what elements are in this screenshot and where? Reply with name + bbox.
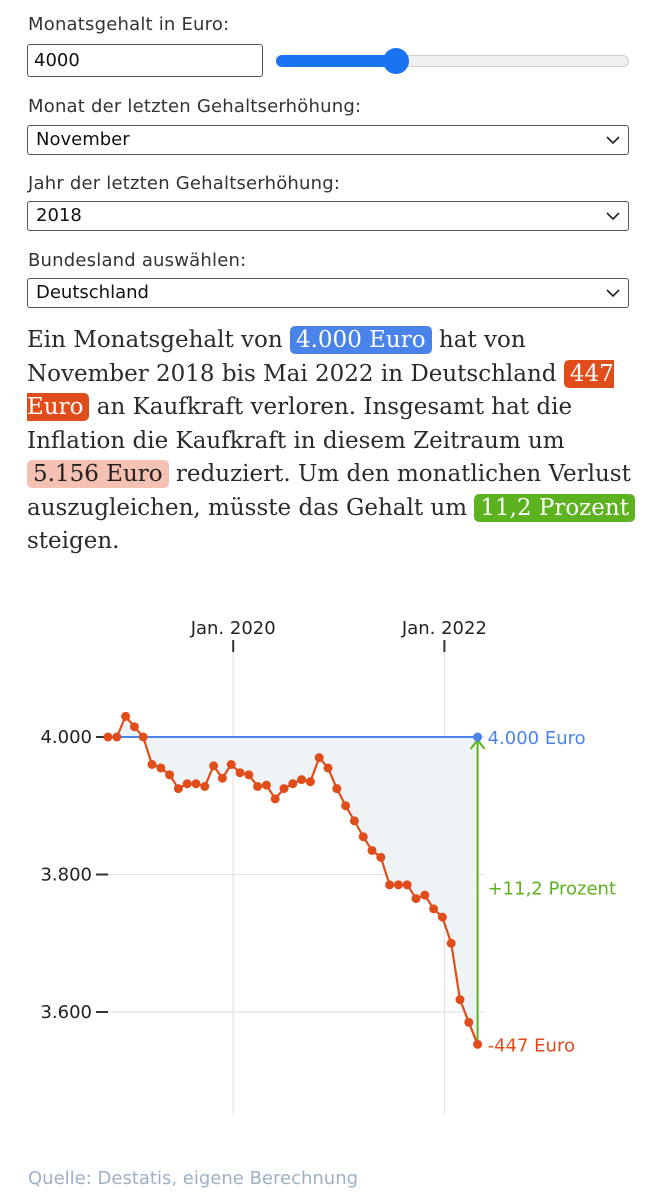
summary-part: steigen.: [27, 528, 120, 554]
data-point: [129, 722, 139, 732]
x-tick-label: Jan. 2022: [401, 618, 487, 639]
purchasing-power-chart: Jan. 2020 Jan. 2022 4.000 3.800 3.600 4.000 E…: [40, 618, 616, 1115]
data-point: [437, 912, 447, 922]
data-point: [209, 761, 219, 771]
chevron-down-icon: [606, 136, 620, 145]
year-select-value: 2018: [36, 205, 82, 226]
year-label: Jahr der letzten Gehaltserhöhung:: [28, 173, 341, 194]
state-select[interactable]: Deutschland: [27, 278, 629, 308]
data-point: [121, 711, 131, 721]
y-tick-label: 4.000: [40, 727, 92, 748]
data-point: [446, 938, 456, 948]
data-point: [156, 763, 166, 773]
increase-label: +11,2 Prozent: [488, 879, 616, 900]
data-point: [103, 732, 113, 742]
data-point: [455, 995, 465, 1005]
data-point: [314, 753, 324, 763]
data-point: [473, 1039, 483, 1049]
data-point: [332, 784, 342, 794]
data-point: [393, 880, 403, 890]
chevron-down-icon: [606, 212, 620, 221]
total-loss-highlight: 5.156 Euro: [27, 460, 169, 488]
data-point: [173, 784, 183, 794]
data-point: [402, 880, 412, 890]
state-label: Bundesland auswählen:: [28, 250, 247, 271]
data-point: [147, 760, 157, 769]
summary-part: Ein Monatsgehalt von: [27, 327, 290, 353]
data-point: [217, 773, 227, 783]
data-point: [235, 768, 245, 778]
data-point: [464, 1017, 474, 1027]
baseline-end-point: [473, 732, 483, 742]
data-point: [279, 784, 289, 794]
month-select[interactable]: November: [27, 125, 629, 155]
salary-label: Monatsgehalt in Euro:: [28, 14, 230, 35]
data-point: [138, 732, 148, 742]
month-label: Monat der letzten Gehaltserhöhung:: [28, 96, 362, 117]
loss-label: -447 Euro: [488, 1035, 575, 1056]
data-point: [341, 801, 351, 811]
data-point: [429, 904, 439, 914]
year-select[interactable]: 2018: [27, 201, 629, 231]
summary-part: an Kaufkraft verloren. Insgesamt hat die…: [27, 394, 573, 454]
data-point: [367, 845, 377, 855]
y-tick-label: 3.600: [40, 1002, 92, 1023]
data-point: [191, 779, 201, 789]
summary-part: hat von November 2018 bis Mai 2022 in De…: [27, 327, 564, 387]
slider-thumb[interactable]: [383, 48, 410, 74]
data-point: [226, 760, 236, 769]
chevron-down-icon: [606, 289, 620, 298]
data-point: [411, 894, 421, 904]
data-point: [349, 816, 359, 826]
month-select-value: November: [36, 129, 130, 150]
salary-slider[interactable]: [276, 48, 629, 74]
data-point: [376, 852, 386, 862]
salary-highlight: 4.000 Euro: [289, 326, 432, 354]
data-point: [261, 780, 271, 790]
data-point: [200, 782, 210, 791]
data-point: [253, 782, 263, 791]
source-note: Quelle: Destatis, eigene Berechnung: [28, 1168, 359, 1189]
slider-fill: [276, 55, 397, 67]
data-point: [420, 890, 430, 900]
x-tick-label: Jan. 2020: [190, 618, 276, 639]
data-point: [244, 770, 254, 780]
state-select-value: Deutschland: [36, 282, 149, 303]
data-point: [165, 770, 175, 780]
data-point: [270, 794, 280, 804]
data-point: [323, 763, 333, 773]
data-point: [182, 779, 192, 789]
summary-part: reduziert. Um den monatlichen Verlust au…: [27, 461, 631, 521]
percent-highlight: 11,2 Prozent: [474, 493, 635, 522]
data-point: [385, 880, 395, 890]
salary-input[interactable]: [27, 44, 263, 77]
y-tick-label: 3.800: [40, 865, 92, 886]
data-point: [297, 775, 307, 785]
data-point: [358, 832, 368, 842]
data-point: [112, 732, 122, 742]
data-point: [288, 779, 298, 789]
loss-area: [108, 716, 478, 1045]
baseline-label: 4.000 Euro: [488, 728, 586, 749]
summary-text: Ein Monatsgehalt von 4.000 Euro hat von …: [27, 324, 637, 559]
data-point: [305, 777, 315, 787]
